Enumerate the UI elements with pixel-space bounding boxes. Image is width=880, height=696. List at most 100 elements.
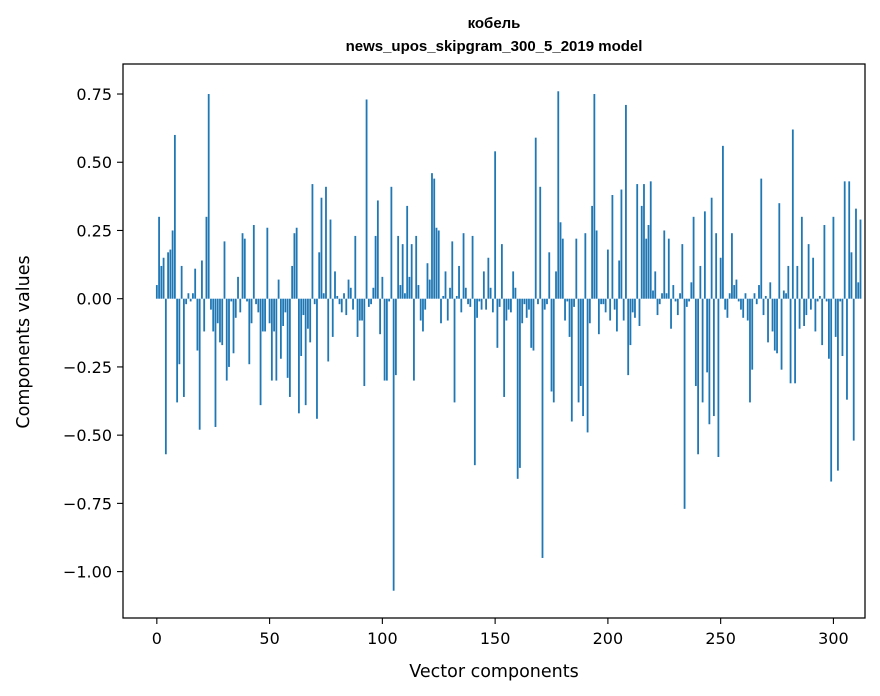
bar bbox=[652, 290, 654, 299]
y-tick-label: 0.50 bbox=[76, 153, 112, 172]
bar bbox=[304, 298, 307, 406]
bar bbox=[629, 298, 632, 346]
bar bbox=[273, 298, 275, 332]
bar bbox=[358, 298, 361, 321]
bar bbox=[690, 282, 693, 299]
bar bbox=[688, 298, 690, 302]
x-tick-label: 0 bbox=[152, 629, 162, 648]
bar bbox=[672, 285, 675, 299]
bar bbox=[649, 181, 652, 299]
bar bbox=[343, 293, 345, 299]
bar bbox=[291, 265, 294, 299]
bar bbox=[728, 293, 731, 299]
bar bbox=[731, 233, 733, 299]
bar bbox=[611, 195, 614, 299]
bar bbox=[376, 200, 379, 299]
bar bbox=[293, 233, 296, 299]
bar bbox=[397, 235, 400, 299]
bar bbox=[246, 298, 248, 302]
bar bbox=[210, 298, 212, 310]
bar bbox=[785, 293, 787, 299]
bar bbox=[726, 298, 729, 318]
bar bbox=[550, 298, 553, 392]
x-axis-label: Vector components bbox=[409, 662, 578, 682]
bar bbox=[248, 298, 251, 365]
bar bbox=[496, 298, 499, 348]
bar bbox=[442, 295, 445, 299]
bar bbox=[205, 216, 208, 299]
bar bbox=[828, 298, 830, 359]
bar bbox=[307, 298, 309, 329]
bar bbox=[789, 298, 792, 384]
bar bbox=[503, 298, 506, 397]
bar bbox=[755, 298, 758, 305]
bar bbox=[670, 298, 672, 329]
bar bbox=[555, 271, 557, 299]
bar bbox=[277, 279, 280, 299]
bar bbox=[584, 233, 587, 299]
bar bbox=[616, 298, 618, 332]
bar bbox=[201, 260, 203, 299]
bar bbox=[207, 94, 210, 299]
bar bbox=[336, 295, 339, 299]
bar bbox=[160, 265, 163, 299]
bar bbox=[334, 271, 336, 299]
bar bbox=[322, 293, 325, 299]
bar bbox=[473, 298, 476, 466]
bar bbox=[715, 233, 718, 299]
bar bbox=[685, 298, 688, 307]
bar bbox=[219, 298, 221, 343]
bar bbox=[582, 298, 584, 417]
bar bbox=[564, 298, 566, 321]
bar bbox=[320, 197, 323, 299]
bar bbox=[532, 298, 535, 351]
bar bbox=[408, 276, 411, 299]
bar bbox=[241, 233, 244, 299]
bar bbox=[546, 298, 548, 305]
bar bbox=[530, 298, 533, 348]
bar bbox=[295, 227, 298, 299]
bar bbox=[500, 244, 503, 299]
bar bbox=[548, 252, 551, 299]
bar bbox=[268, 298, 271, 324]
bar bbox=[758, 285, 760, 299]
bar bbox=[537, 298, 539, 305]
bar bbox=[361, 298, 363, 321]
bar bbox=[782, 290, 785, 299]
x-tick-label: 100 bbox=[367, 629, 398, 648]
bar bbox=[807, 244, 810, 299]
bar bbox=[834, 298, 837, 337]
bar bbox=[424, 298, 427, 310]
bar bbox=[566, 298, 569, 302]
bar bbox=[514, 287, 517, 299]
bar bbox=[579, 298, 582, 387]
bar bbox=[543, 298, 546, 310]
bar bbox=[843, 181, 846, 299]
bar bbox=[469, 298, 472, 307]
bar bbox=[372, 287, 375, 299]
bar bbox=[640, 205, 643, 299]
bar bbox=[313, 298, 316, 305]
bar bbox=[618, 260, 621, 299]
y-tick-label: 0.00 bbox=[76, 290, 112, 309]
bar bbox=[719, 257, 722, 299]
x-tick-label: 50 bbox=[259, 629, 279, 648]
bar bbox=[410, 244, 413, 299]
bar bbox=[392, 298, 395, 591]
bar bbox=[478, 298, 481, 302]
bar bbox=[839, 298, 842, 302]
bar bbox=[814, 298, 817, 332]
bar bbox=[769, 282, 772, 299]
bar bbox=[706, 298, 709, 373]
bar bbox=[600, 298, 603, 305]
bar bbox=[798, 298, 801, 329]
bar bbox=[631, 298, 634, 313]
bar bbox=[787, 265, 790, 299]
bar bbox=[710, 197, 713, 299]
bar bbox=[859, 219, 862, 299]
bar bbox=[167, 252, 169, 299]
chart-subtitle: news_upos_skipgram_300_5_2019 model bbox=[346, 38, 643, 55]
bar bbox=[385, 298, 388, 381]
chart-title: кобель bbox=[468, 15, 521, 32]
bar bbox=[356, 298, 359, 337]
